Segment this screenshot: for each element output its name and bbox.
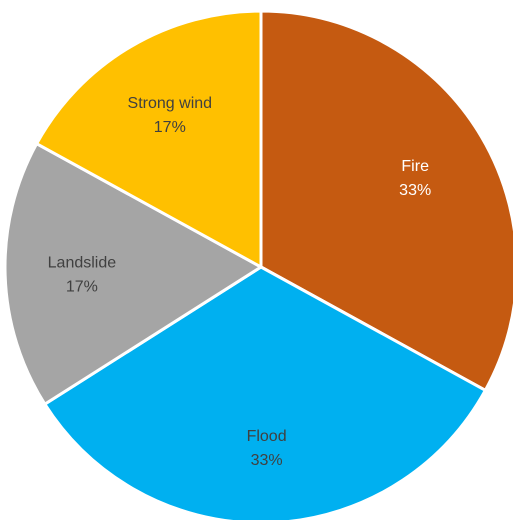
pie-slices bbox=[3, 9, 513, 520]
pie-percent-landslide: 17% bbox=[66, 279, 98, 296]
pie-slice-flood bbox=[43, 265, 487, 520]
pie-label-strong-wind: Strong wind bbox=[128, 95, 213, 112]
pie-slice-strong-wind bbox=[35, 9, 263, 269]
pie-label-fire: Fire bbox=[401, 158, 429, 175]
pie-slice-landslide bbox=[3, 142, 263, 406]
pie-slice-fire bbox=[259, 9, 513, 392]
pie-percent-flood: 33% bbox=[251, 452, 283, 469]
pie-label-landslide: Landslide bbox=[48, 255, 117, 272]
pie-label-flood: Flood bbox=[247, 428, 287, 445]
pie-percent-fire: 33% bbox=[399, 182, 431, 199]
pie-labels: Fire 33% Flood 33% Landslide 17% Strong wind 17… bbox=[48, 95, 432, 469]
pie-percent-strong-wind: 17% bbox=[154, 119, 186, 136]
